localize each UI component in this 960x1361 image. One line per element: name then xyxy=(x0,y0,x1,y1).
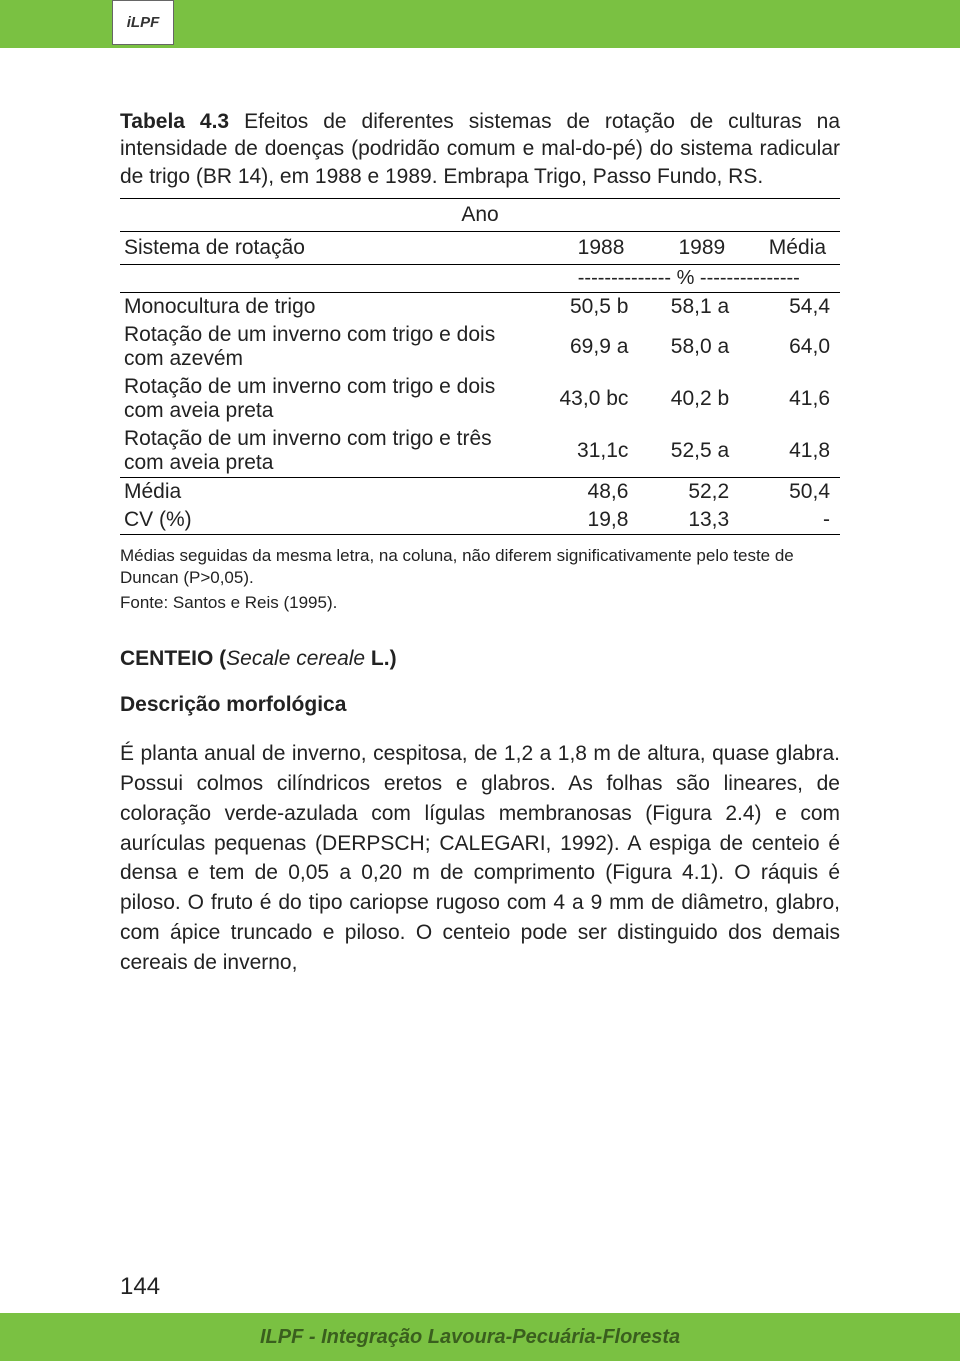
table-row: Rotação de um inverno com trigo e dois c… xyxy=(120,321,840,373)
cell: 58,1 a xyxy=(638,292,739,321)
row-label: Rotação de um inverno com trigo e dois c… xyxy=(120,321,538,373)
ano-label: Ano xyxy=(120,198,840,231)
row-label: CV (%) xyxy=(120,506,538,535)
cell: 58,0 a xyxy=(638,321,739,373)
heading-italic: Secale cereale xyxy=(226,647,365,670)
cell: 40,2 b xyxy=(638,373,739,425)
data-table: Ano Sistema de rotação 1988 1989 Média -… xyxy=(120,198,840,535)
cell: 48,6 xyxy=(538,477,639,506)
col-1989: 1989 xyxy=(638,231,739,264)
cell: 41,6 xyxy=(739,373,840,425)
cell: 52,2 xyxy=(638,477,739,506)
body-paragraph: É planta anual de inverno, cespitosa, de… xyxy=(120,739,840,978)
summary-row: Média 48,6 52,2 50,4 xyxy=(120,477,840,506)
table-ano-row: Ano xyxy=(120,198,840,231)
cell: 43,0 bc xyxy=(538,373,639,425)
caption-label: Tabela 4.3 xyxy=(120,110,229,133)
top-bar: iLPF xyxy=(0,0,960,48)
cell: 19,8 xyxy=(538,506,639,535)
cell: 50,4 xyxy=(739,477,840,506)
row-label: Média xyxy=(120,477,538,506)
cell: 41,8 xyxy=(739,425,840,478)
row-label: Monocultura de trigo xyxy=(120,292,538,321)
section-heading: CENTEIO (Secale cereale L.) xyxy=(120,647,840,671)
table-caption: Tabela 4.3 Efeitos de diferentes sistema… xyxy=(120,108,840,190)
footer-text: ILPF - Integração Lavoura-Pecuária-Flore… xyxy=(260,1326,680,1349)
page-content: Tabela 4.3 Efeitos de diferentes sistema… xyxy=(0,48,960,978)
logo-box: iLPF xyxy=(112,0,174,45)
heading-pre: CENTEIO ( xyxy=(120,647,226,670)
cell: 13,3 xyxy=(638,506,739,535)
summary-row: CV (%) 19,8 13,3 - xyxy=(120,506,840,535)
pct-separator-row: -------------- % --------------- xyxy=(120,264,840,292)
table-header-row: Sistema de rotação 1988 1989 Média xyxy=(120,231,840,264)
pct-separator: -------------- % --------------- xyxy=(538,264,840,292)
cell: 52,5 a xyxy=(638,425,739,478)
col-label: Sistema de rotação xyxy=(120,231,538,264)
cell: 64,0 xyxy=(739,321,840,373)
table-footnote: Médias seguidas da mesma letra, na colun… xyxy=(120,545,840,589)
logo-text: iLPF xyxy=(127,14,160,31)
cell: - xyxy=(739,506,840,535)
subsection-heading: Descrição morfológica xyxy=(120,693,840,717)
row-label: Rotação de um inverno com trigo e dois c… xyxy=(120,373,538,425)
table-source: Fonte: Santos e Reis (1995). xyxy=(120,593,840,613)
cell: 31,1c xyxy=(538,425,639,478)
cell: 50,5 b xyxy=(538,292,639,321)
row-label: Rotação de um inverno com trigo e três c… xyxy=(120,425,538,478)
cell: 69,9 a xyxy=(538,321,639,373)
col-media: Média xyxy=(739,231,840,264)
heading-post: L.) xyxy=(365,647,397,670)
col-1988: 1988 xyxy=(538,231,639,264)
footer-bar: ILPF - Integração Lavoura-Pecuária-Flore… xyxy=(0,1313,960,1361)
table-row: Rotação de um inverno com trigo e dois c… xyxy=(120,373,840,425)
table-row: Monocultura de trigo 50,5 b 58,1 a 54,4 xyxy=(120,292,840,321)
cell: 54,4 xyxy=(739,292,840,321)
page-number: 144 xyxy=(120,1273,160,1301)
table-row: Rotação de um inverno com trigo e três c… xyxy=(120,425,840,478)
